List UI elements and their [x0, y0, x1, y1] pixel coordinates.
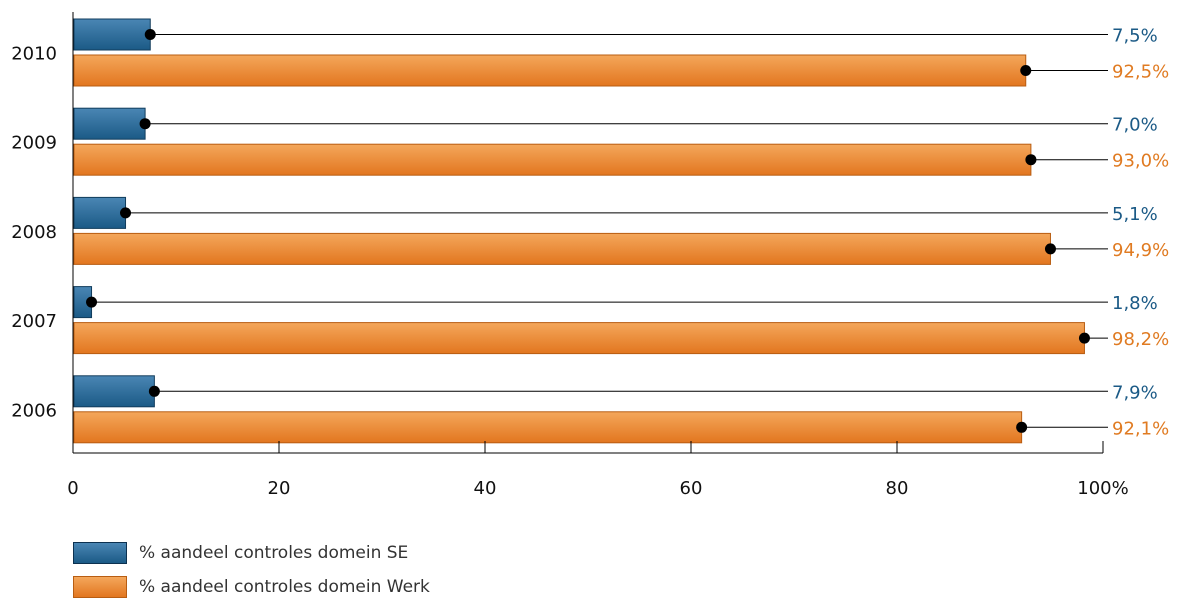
- value-marker: [1044, 243, 1056, 255]
- data-label: 5,1%: [1112, 204, 1158, 225]
- x-tick-label: 40: [474, 478, 497, 499]
- category-label: 2007: [11, 311, 57, 332]
- data-label: 92,1%: [1112, 418, 1169, 439]
- data-label: 7,9%: [1112, 382, 1158, 403]
- category-label: 2009: [11, 133, 57, 154]
- bar-werk: [73, 54, 1027, 87]
- legend-label-se: % aandeel controles domein SE: [139, 543, 409, 563]
- data-label: 1,8%: [1112, 293, 1158, 314]
- bar-se: [73, 196, 127, 229]
- legend-item-werk: % aandeel controles domein Werk: [73, 575, 430, 599]
- x-tick-label: 60: [680, 478, 703, 499]
- data-label: 94,9%: [1112, 240, 1169, 261]
- legend-swatch-se: [73, 542, 127, 564]
- value-marker: [144, 29, 156, 40]
- value-marker: [1025, 154, 1037, 166]
- data-label: 92,5%: [1112, 62, 1169, 83]
- category-label: 2010: [11, 44, 57, 65]
- data-label: 93,0%: [1112, 151, 1169, 172]
- bar-se: [73, 375, 155, 408]
- x-tick-label: 20: [268, 478, 291, 499]
- legend-item-se: % aandeel controles domein SE: [73, 541, 430, 565]
- value-marker: [1020, 65, 1032, 76]
- x-tick-label: 0: [67, 478, 78, 499]
- value-marker: [1078, 332, 1090, 344]
- bar-werk: [73, 322, 1085, 355]
- bar-werk: [73, 143, 1032, 176]
- bar-se: [73, 18, 151, 51]
- value-marker: [120, 207, 132, 219]
- x-tick-label: 100%: [1077, 478, 1128, 499]
- legend: % aandeel controles domein SE % aandeel …: [73, 541, 430, 609]
- bar-werk: [73, 411, 1023, 444]
- bar-se: [73, 107, 146, 140]
- x-tick-label: 80: [886, 478, 909, 499]
- value-marker: [86, 296, 98, 308]
- category-label: 2006: [11, 400, 57, 421]
- data-label: 7,5%: [1112, 26, 1158, 47]
- value-marker: [148, 385, 160, 397]
- value-marker: [139, 118, 151, 130]
- category-label: 2008: [11, 222, 57, 243]
- value-marker: [1016, 421, 1028, 433]
- data-label: 98,2%: [1112, 329, 1169, 350]
- legend-swatch-werk: [73, 576, 127, 598]
- legend-label-werk: % aandeel controles domein Werk: [139, 577, 430, 597]
- data-label: 7,0%: [1112, 115, 1158, 136]
- bar-werk: [73, 232, 1051, 265]
- chart: 2010 7,5% 92,5% 2009 7,0% 93,0% 2008 5,1% 94,9% 2…: [11, 12, 1169, 499]
